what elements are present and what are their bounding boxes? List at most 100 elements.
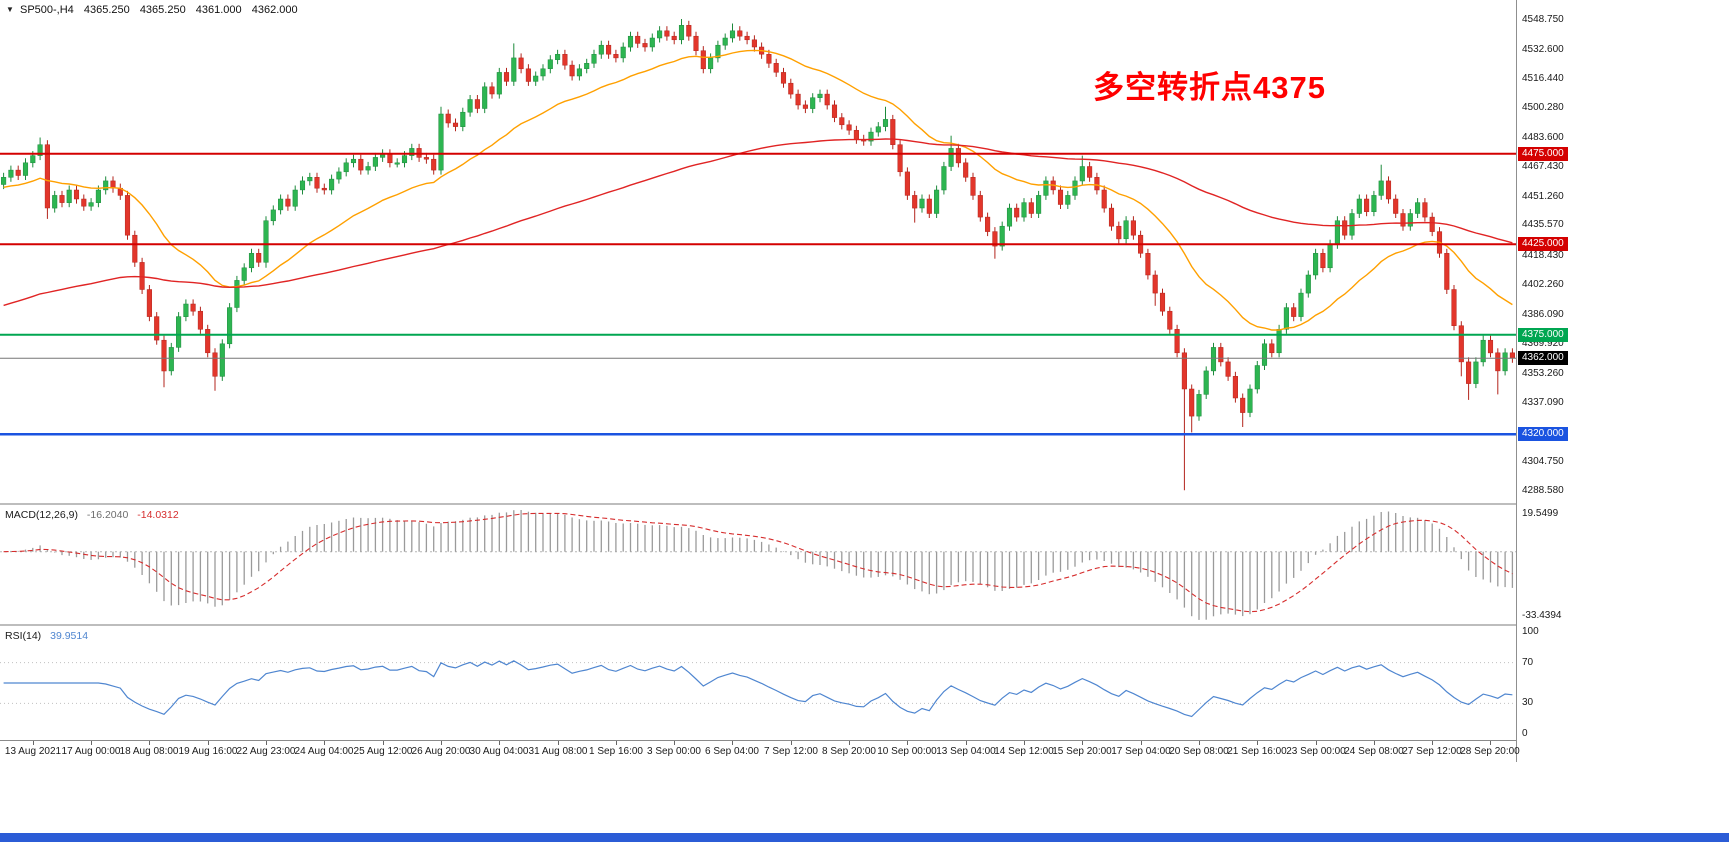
hline-price-tag: 4375.000 (1518, 328, 1568, 342)
date-axis-label: 6 Sep 04:00 (705, 746, 759, 757)
date-axis-label: 1 Sep 16:00 (589, 746, 643, 757)
time-axis-tick (1374, 741, 1375, 745)
macd-min-label: -33.4394 (1522, 610, 1562, 621)
price-axis-label: 4353.260 (1522, 368, 1564, 379)
date-axis-label: 26 Aug 20:00 (411, 746, 471, 757)
time-axis-tick (91, 741, 92, 745)
price-axis-label: 4402.260 (1522, 279, 1564, 290)
time-axis-tick (732, 741, 733, 745)
ohlc-open-value: 4365.250 (83, 4, 130, 16)
date-axis-label: 7 Sep 12:00 (764, 746, 818, 757)
time-axis-tick (1024, 741, 1025, 745)
rsi-axis-label: 0 (1522, 728, 1528, 739)
time-axis-tick (383, 741, 384, 745)
date-axis-label: 24 Sep 08:00 (1344, 746, 1404, 757)
rsi-value: 39.9514 (50, 630, 89, 642)
time-axis-tick (966, 741, 967, 745)
time-axis-tick (1316, 741, 1317, 745)
date-axis-label: 8 Sep 20:00 (822, 746, 876, 757)
time-axis-tick (1199, 741, 1200, 745)
macd-max-label: 19.5499 (1522, 508, 1559, 519)
date-axis-label: 31 Aug 08:00 (528, 746, 588, 757)
time-axis-tick (1082, 741, 1083, 745)
ma-fast-line (3, 49, 1513, 331)
date-axis-label: 24 Aug 04:00 (294, 746, 354, 757)
time-axis-tick (616, 741, 617, 745)
rsi-canvas[interactable] (0, 626, 1516, 740)
time-axis-tick (1257, 741, 1258, 745)
price-axis-label: 4337.090 (1522, 397, 1564, 408)
time-axis-tick (1490, 741, 1491, 745)
date-axis-label: 3 Sep 00:00 (647, 746, 701, 757)
panel-separator[interactable] (0, 624, 1729, 626)
date-axis-label: 15 Sep 20:00 (1052, 746, 1112, 757)
date-axis-label: 19 Aug 16:00 (178, 746, 238, 757)
time-axis-tick (791, 741, 792, 745)
price-axis-label: 4548.750 (1522, 14, 1564, 25)
time-axis-tick (499, 741, 500, 745)
date-axis-label: 28 Sep 20:00 (1460, 746, 1520, 757)
price-axis: 4548.750 4532.600 4516.440 4500.280 4483.600… (1516, 0, 1729, 762)
ohlc-close-value: 4362.000 (251, 4, 298, 16)
date-axis-label: 14 Sep 12:00 (994, 746, 1054, 757)
hline-price-tag: 4425.000 (1518, 237, 1568, 251)
price-axis-label: 4516.440 (1522, 73, 1564, 84)
rsi-indicator-label: RSI(14) 39.9514 (5, 630, 94, 642)
symbol-info-bar: ▼ SP500-,H4 4365.250 4365.250 4361.000 4… (6, 4, 305, 16)
date-axis-label: 17 Aug 00:00 (61, 746, 121, 757)
symbol-timeframe-label: SP500-,H4 (19, 4, 74, 16)
chart-annotation-text: 多空转折点4375 (1093, 70, 1326, 105)
price-axis-label: 4483.600 (1522, 132, 1564, 143)
date-axis-label: 17 Sep 04:00 (1111, 746, 1171, 757)
axis-separator (0, 740, 1729, 741)
price-axis-label: 4435.570 (1522, 219, 1564, 230)
date-axis-label: 10 Sep 00:00 (877, 746, 937, 757)
time-axis-tick (208, 741, 209, 745)
rsi-axis-label: 100 (1522, 626, 1539, 637)
date-axis-label: 22 Aug 23:00 (236, 746, 296, 757)
candlestick-chart-canvas[interactable] (0, 0, 1516, 503)
bottom-taskbar-strip (0, 833, 1729, 842)
panel-separator[interactable] (0, 503, 1729, 505)
macd-name: MACD(12,26,9) (5, 509, 78, 521)
price-axis-label: 4532.600 (1522, 44, 1564, 55)
time-axis-tick (558, 741, 559, 745)
time-axis-tick (149, 741, 150, 745)
rsi-line (3, 660, 1513, 718)
price-axis-label: 4500.280 (1522, 102, 1564, 113)
date-axis-label: 23 Sep 00:00 (1286, 746, 1346, 757)
rsi-axis-label: 70 (1522, 657, 1534, 668)
date-axis-label: 20 Sep 08:00 (1169, 746, 1229, 757)
macd-canvas[interactable] (0, 505, 1516, 624)
price-axis-label: 4386.090 (1522, 309, 1564, 320)
macd-signal-line (3, 512, 1513, 613)
rsi-name: RSI(14) (5, 630, 42, 642)
time-axis-tick (1141, 741, 1142, 745)
main-price-chart[interactable] (0, 0, 1516, 503)
price-axis-label: 4288.580 (1522, 485, 1564, 496)
date-axis-label: 13 Aug 2021 (4, 746, 62, 757)
macd-main-value: -16.2040 (86, 509, 129, 521)
macd-indicator-panel[interactable] (0, 505, 1516, 624)
price-axis-label: 4369.920 (1522, 338, 1564, 349)
time-axis-tick (33, 741, 34, 745)
candles-layer (1, 19, 1515, 491)
macd-histogram (10, 510, 1514, 620)
date-axis-label: 18 Aug 08:00 (119, 746, 179, 757)
date-axis-label: 21 Sep 16:00 (1227, 746, 1287, 757)
ohlc-high-value: 4365.250 (139, 4, 186, 16)
ma-slow-line (3, 138, 1513, 307)
price-axis-label: 4451.260 (1522, 191, 1564, 202)
date-axis-label: 25 Aug 12:00 (353, 746, 413, 757)
time-axis-tick (324, 741, 325, 745)
price-axis-label: 4418.430 (1522, 250, 1564, 261)
time-axis-tick (441, 741, 442, 745)
time-axis-tick (674, 741, 675, 745)
hline-price-tag: 4475.000 (1518, 147, 1568, 161)
rsi-indicator-panel[interactable] (0, 626, 1516, 740)
time-axis: 13 Aug 2021 17 Aug 00:00 18 Aug 08:00 19 Au… (0, 741, 1520, 762)
price-axis-label: 4304.750 (1522, 456, 1564, 467)
time-axis-tick (266, 741, 267, 745)
date-axis-label: 30 Aug 04:00 (469, 746, 529, 757)
